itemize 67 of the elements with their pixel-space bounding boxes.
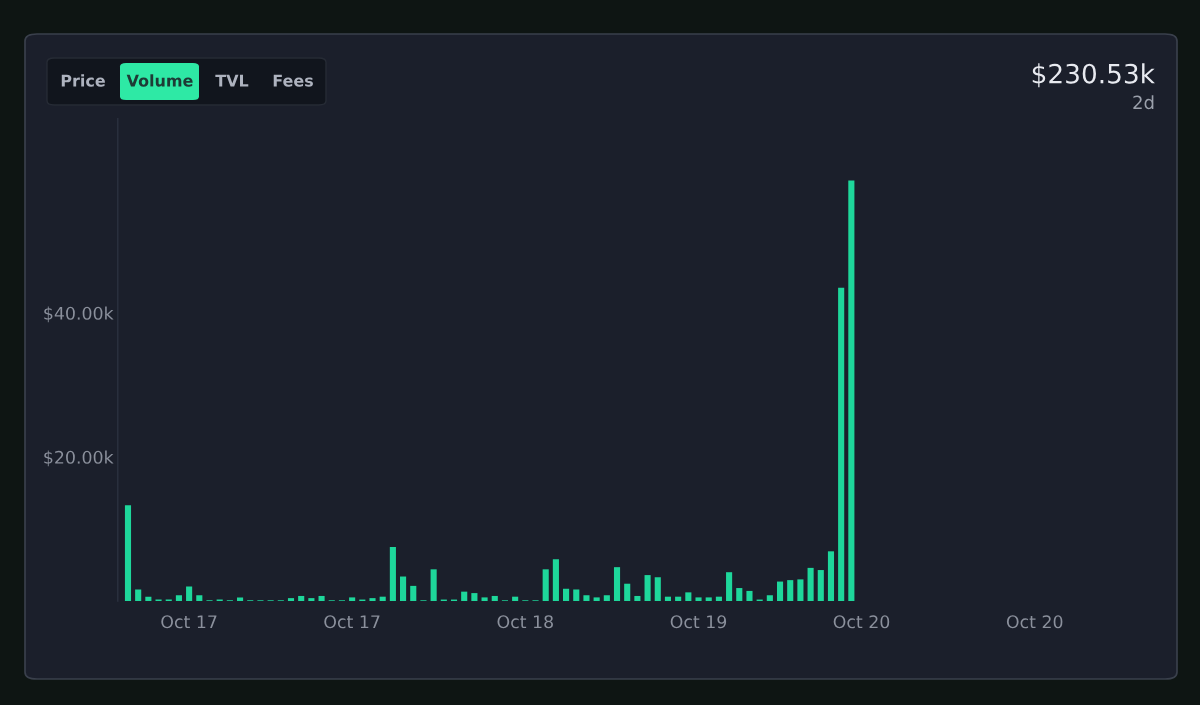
bar [776, 581, 784, 601]
bar [145, 596, 152, 601]
bar [481, 597, 488, 601]
text: TVL [215, 74, 249, 87]
bar [461, 591, 468, 601]
bar [685, 592, 692, 601]
bar [298, 595, 305, 601]
bar [644, 575, 651, 601]
x-tick-label: Oct 19 [670, 615, 727, 629]
bar [838, 287, 845, 601]
bar [430, 569, 437, 601]
text: Volume [126, 74, 193, 87]
bar [715, 596, 722, 601]
bar [736, 588, 743, 601]
bar [563, 588, 570, 601]
bar [827, 551, 835, 601]
text: Fees [273, 74, 313, 87]
x-tick-label: Oct 20 [833, 615, 890, 629]
bar [624, 583, 631, 601]
bar [807, 567, 814, 601]
bar [797, 579, 804, 601]
bar [766, 595, 773, 601]
bar [400, 576, 407, 601]
bar [654, 577, 661, 601]
bar [552, 559, 559, 601]
bar [389, 547, 396, 601]
bar [318, 595, 325, 601]
bar [695, 597, 702, 601]
bar [124, 505, 132, 601]
bar [726, 572, 733, 601]
x-tick-label: Oct 20 [1006, 615, 1063, 629]
bar [410, 585, 417, 601]
bar [186, 586, 193, 601]
bar [237, 597, 244, 601]
bar [491, 595, 498, 601]
bar [542, 569, 549, 601]
bar [175, 595, 182, 601]
bar [308, 598, 315, 601]
bar [634, 595, 641, 601]
text: Price [61, 74, 105, 87]
bar [379, 596, 386, 601]
bar [603, 595, 610, 601]
bar [848, 180, 855, 601]
text: 2d [1133, 95, 1154, 110]
text: $230.53k [1032, 63, 1155, 88]
bar [675, 596, 682, 601]
bar [746, 590, 753, 601]
bar [583, 595, 590, 601]
bar [787, 580, 794, 601]
bar [593, 597, 600, 601]
bar [664, 596, 672, 601]
bar [135, 589, 142, 601]
bar [613, 567, 621, 601]
bar [471, 593, 478, 601]
x-tick-label: Oct 18 [497, 615, 553, 629]
bar [817, 570, 824, 601]
bar [369, 598, 376, 601]
bar [512, 596, 519, 601]
y-tick-label: $40.00k [44, 306, 114, 323]
bar [196, 595, 203, 601]
y-tick-label: $20.00k [44, 450, 114, 467]
x-tick-label: Oct 17 [161, 615, 217, 629]
bar [287, 598, 295, 601]
bar [573, 589, 580, 601]
x-tick-label: Oct 17 [324, 615, 380, 629]
bar [705, 597, 712, 601]
bar [349, 597, 356, 601]
